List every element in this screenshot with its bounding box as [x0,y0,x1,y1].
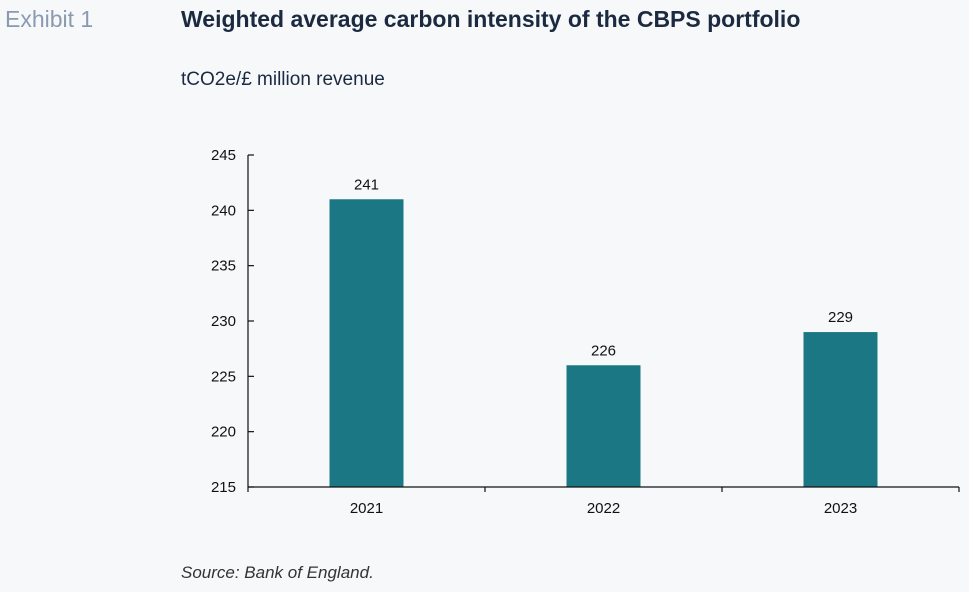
axes-layer: 2021 2022 2023 215 220 225 230 235 240 245 [211,147,960,517]
exhibit-label: Exhibit 1 [5,6,94,32]
x-tick-label-2022: 2022 [587,500,620,517]
bar-2022 [566,365,641,487]
y-tick-label-240: 240 [211,202,236,219]
bar-2023 [803,332,878,487]
source-note: Source: Bank of England. [181,563,374,582]
bars-layer: 241 226 229 [329,176,878,487]
x-tick-label-2023: 2023 [824,500,857,517]
bar-2021 [329,199,404,487]
x-tick-label-2021: 2021 [350,500,383,517]
y-tick-label-230: 230 [211,313,236,330]
y-tick-label-245: 245 [211,147,236,164]
y-tick-label-215: 215 [211,479,236,496]
y-tick-label-235: 235 [211,258,236,275]
data-label-2022: 226 [591,342,616,359]
y-tick-label-220: 220 [211,424,236,441]
data-label-2021: 241 [354,176,379,193]
unit-label: tCO2e/£ million revenue [181,69,385,90]
chart-title: Weighted average carbon intensity of the… [181,6,801,32]
y-tick-label-225: 225 [211,368,236,385]
data-label-2023: 229 [828,309,853,326]
